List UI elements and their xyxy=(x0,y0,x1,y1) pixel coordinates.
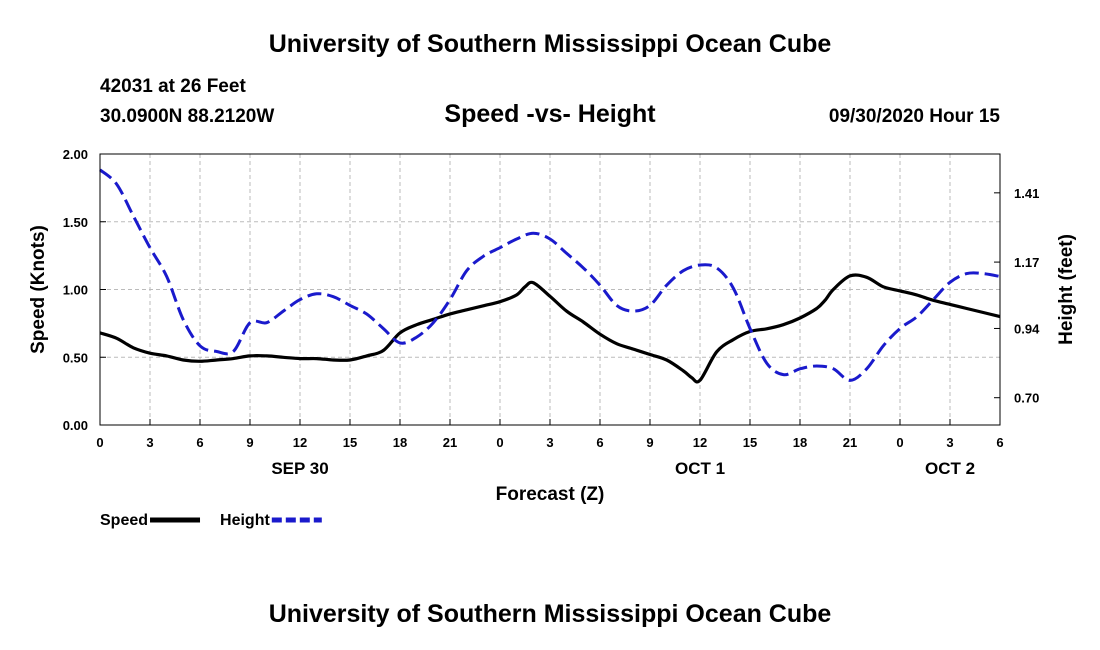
x-tick-label: 12 xyxy=(693,435,707,450)
y-tick-label: 1.00 xyxy=(63,283,88,298)
footer-title: University of Southern Mississippi Ocean… xyxy=(268,600,832,628)
series-layer xyxy=(99,168,1001,384)
x-tick-label: 12 xyxy=(293,435,307,450)
page-title: University of Southern Mississippi Ocean… xyxy=(268,30,832,58)
chart-subtitle: Speed -vs- Height xyxy=(444,100,656,128)
y-tick-label: 0.00 xyxy=(63,418,88,433)
x-tick-label: 18 xyxy=(393,435,407,450)
x-tick-label: 21 xyxy=(843,435,857,450)
y-tick-label: 1.50 xyxy=(63,215,88,230)
date-label: OCT 2 xyxy=(925,459,975,478)
series-line-height xyxy=(99,168,1001,382)
x-tick-label: 21 xyxy=(443,435,457,450)
y2-axis-title: Height (feet) xyxy=(1056,234,1077,345)
y-axis-title: Speed (Knots) xyxy=(28,225,49,354)
x-tick-label: 15 xyxy=(743,435,757,450)
y2-tick-label: 1.17 xyxy=(1014,255,1039,270)
date-label: SEP 30 xyxy=(271,459,328,478)
series-line-speed xyxy=(99,273,1001,384)
x-tick-label: 3 xyxy=(546,435,553,450)
y2-tick-label: 1.41 xyxy=(1014,186,1039,201)
x-tick-label: 3 xyxy=(946,435,953,450)
x-tick-label: 6 xyxy=(196,435,203,450)
legend: Speed Height xyxy=(100,512,322,529)
legend-label-height: Height xyxy=(220,512,270,529)
x-tick-label: 9 xyxy=(246,435,253,450)
station-label: 42031 at 26 Feet xyxy=(100,76,246,97)
y-tick-label: 0.50 xyxy=(63,350,88,365)
x-tick-label: 0 xyxy=(96,435,103,450)
x-axis-title: Forecast (Z) xyxy=(496,484,605,505)
x-tick-label: 9 xyxy=(646,435,653,450)
y2-tick-label: 0.70 xyxy=(1014,391,1039,406)
x-tick-label: 6 xyxy=(596,435,603,450)
date-label: OCT 1 xyxy=(675,459,725,478)
x-tick-label: 6 xyxy=(996,435,1003,450)
legend-label-speed: Speed xyxy=(100,512,148,529)
x-tick-label: 3 xyxy=(146,435,153,450)
x-tick-label: 15 xyxy=(343,435,357,450)
y2-tick-label: 0.94 xyxy=(1014,321,1040,336)
x-tick-label: 18 xyxy=(793,435,807,450)
grid xyxy=(100,154,1000,425)
coordinates-label: 30.0900N 88.2120W xyxy=(100,106,275,127)
x-tick-label: 0 xyxy=(496,435,503,450)
datetime-label: 09/30/2020 Hour 15 xyxy=(828,106,1000,127)
x-tick-label: 0 xyxy=(896,435,903,450)
ticks-layer: 0 3 6 9 12 15 18 21 0 3 6 9 12 15 18 21 0 3 6 0.00 0.50 1.00 1… xyxy=(63,147,1040,478)
y-tick-label: 2.00 xyxy=(63,147,88,162)
